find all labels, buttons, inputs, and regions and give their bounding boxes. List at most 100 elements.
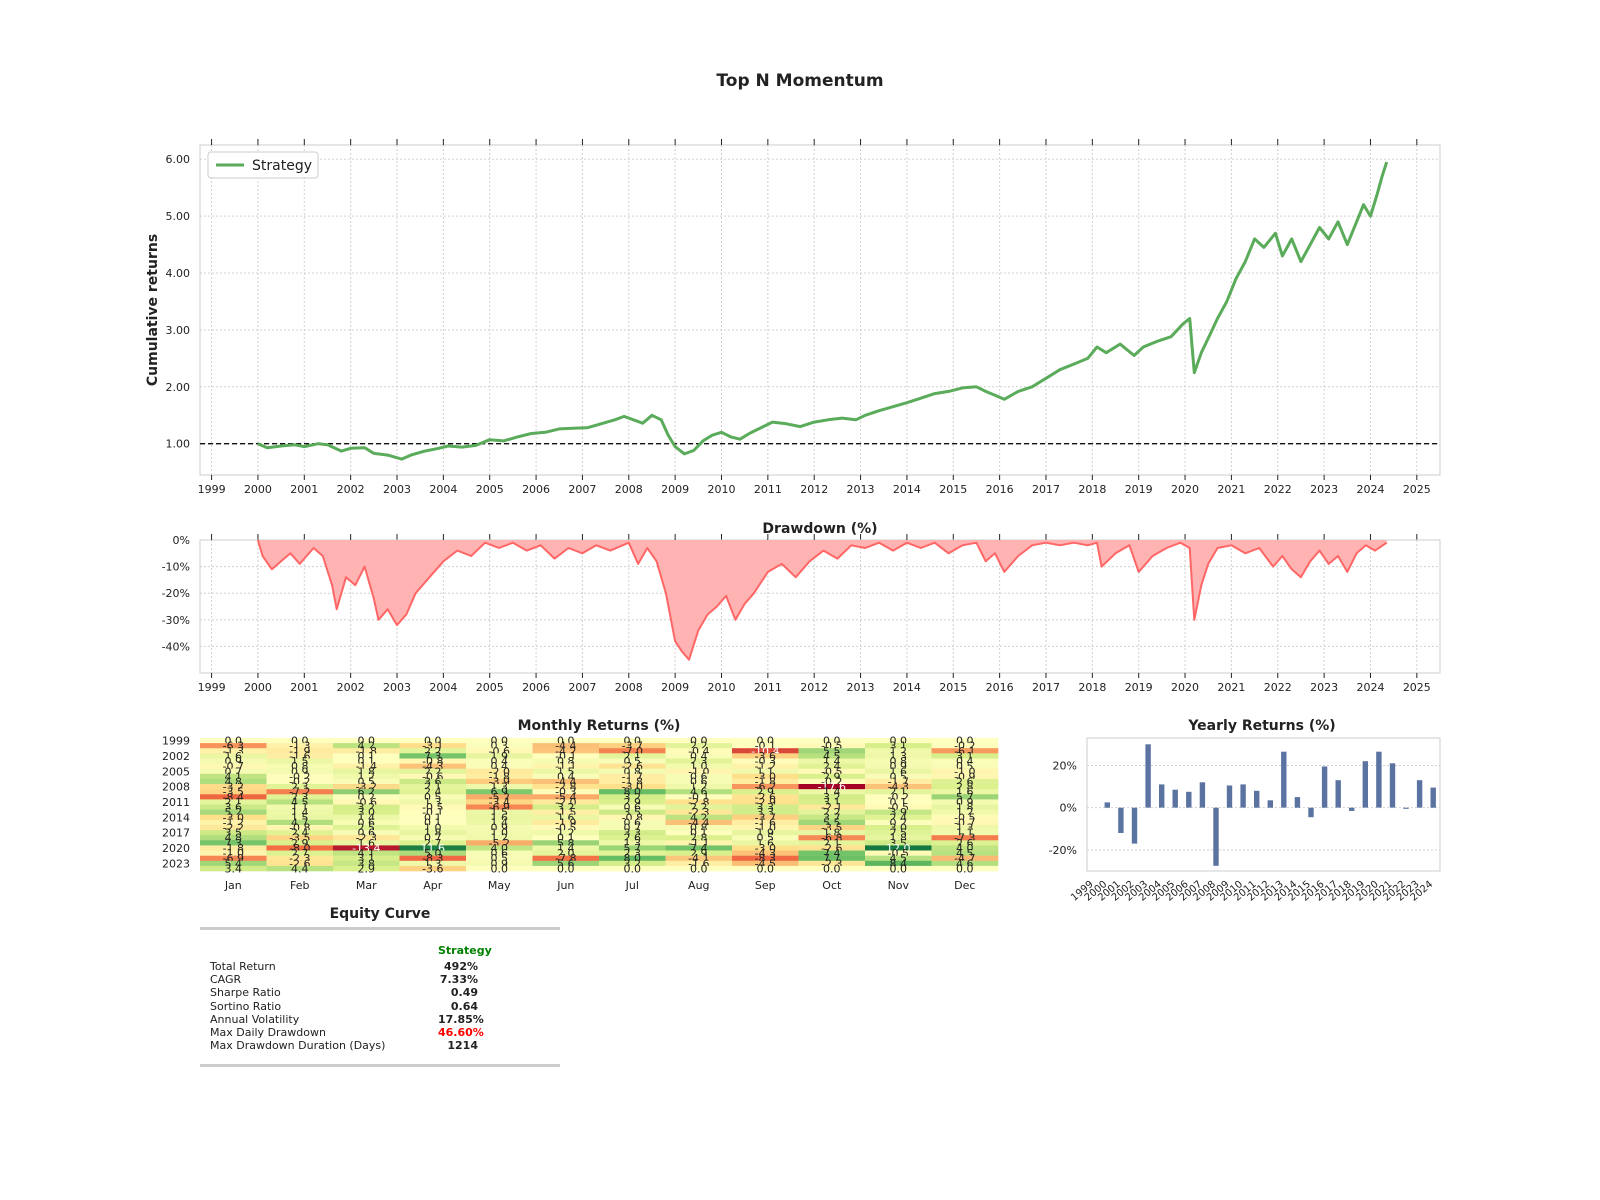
y-tick-label: 0% xyxy=(173,534,190,547)
heatmap-cell xyxy=(266,860,334,867)
heatmap-cell xyxy=(599,825,666,831)
heatmap-cell xyxy=(665,738,733,744)
x-tick-label: 2009 xyxy=(661,483,689,496)
heatmap-cell xyxy=(665,830,733,836)
heatmap-cell xyxy=(732,855,799,862)
heatmap-cell xyxy=(399,830,467,836)
heatmap-cell xyxy=(266,758,334,764)
heatmap-cell xyxy=(266,840,334,846)
heatmap-cell xyxy=(466,860,533,867)
legend-label: Strategy xyxy=(252,158,312,174)
heatmap-cell xyxy=(466,778,533,785)
heatmap-cell xyxy=(798,738,866,744)
heatmap-cell xyxy=(532,845,600,851)
cumulative-returns-chart: Cumulative returns 1999 2000 2001 2002 2003 2… xyxy=(145,139,1441,496)
heatmap-row-label: 2023 xyxy=(162,857,190,870)
heatmap-cell xyxy=(200,855,267,862)
heatmap-cell xyxy=(399,855,467,862)
stat-value: 46.60% xyxy=(438,1025,484,1039)
heatmap-cell xyxy=(399,743,467,749)
x-tick-label: 2016 xyxy=(986,681,1014,694)
heatmap-cell xyxy=(532,789,600,795)
heatmap-row-label: 2014 xyxy=(162,811,190,824)
x-tick-label: 2003 xyxy=(383,483,411,496)
heatmap-cell xyxy=(266,768,334,775)
heatmap-cell xyxy=(931,794,999,800)
heatmap-cell xyxy=(466,809,533,815)
heatmap-cell xyxy=(399,809,467,815)
heatmap-cell xyxy=(599,845,666,851)
stats-bottom-rule xyxy=(200,1064,560,1068)
heatmap-cell xyxy=(532,865,600,872)
heatmap-cell xyxy=(865,860,932,867)
heatmap-cell xyxy=(200,753,267,759)
heatmap-cell xyxy=(865,804,932,810)
heatmap-col-label: Feb xyxy=(290,879,309,892)
stats-top-rule xyxy=(200,927,560,930)
heatmap-cell xyxy=(200,865,267,872)
heatmap-cell xyxy=(665,794,733,800)
heatmap-cell xyxy=(266,819,334,826)
heatmap-cell xyxy=(200,825,267,831)
heatmap-cell xyxy=(266,835,334,841)
heatmap-cell xyxy=(599,865,666,872)
heatmap-cell xyxy=(931,768,999,775)
heatmap-cell xyxy=(931,743,999,749)
heatmap-cell xyxy=(333,865,400,872)
heatmap-cell xyxy=(466,773,533,780)
plot-frame xyxy=(199,144,1441,476)
x-tick-label: 2012 xyxy=(800,483,828,496)
heatmap-cell xyxy=(532,758,600,764)
drawdown-line xyxy=(256,539,1388,661)
stats-header-row: Strategy xyxy=(200,944,560,960)
heatmap-cell xyxy=(798,865,866,872)
y-tick-label: 6.00 xyxy=(166,153,191,166)
yearly-bar xyxy=(1389,763,1396,808)
heatmap-cell xyxy=(266,799,334,805)
x-tick-label: 2014 xyxy=(893,681,921,694)
heatmap-cell xyxy=(931,773,999,780)
x-tick-label: 2021 xyxy=(1217,681,1245,694)
x-tick-label: 2015 xyxy=(939,681,967,694)
stats-row: Max Drawdown Duration (Days) 1214 xyxy=(200,1039,560,1052)
yearly-bar xyxy=(1186,791,1192,808)
heatmap-value: 0.0 xyxy=(757,862,775,875)
heatmap-cell xyxy=(532,825,600,831)
heatmap-cell xyxy=(399,758,467,764)
heatmap-cell xyxy=(798,814,866,821)
heatmap-cell xyxy=(532,809,600,815)
heatmap-cell xyxy=(865,748,932,754)
heatmap-cell xyxy=(732,763,799,769)
heatmap-cell xyxy=(599,773,666,780)
heatmap-cell xyxy=(931,804,999,810)
heatmap-value: 0.0 xyxy=(823,862,841,875)
heatmap-cell xyxy=(399,860,467,867)
x-tick-label: 2010 xyxy=(707,483,735,496)
heatmap-cell xyxy=(665,799,733,805)
heatmap-cell xyxy=(599,753,666,759)
heatmap-cell xyxy=(333,860,400,867)
heatmap-cell xyxy=(931,784,999,790)
yearly-bar xyxy=(1403,807,1409,809)
x-tick-label: 2000 xyxy=(244,681,272,694)
heatmap-cell xyxy=(798,778,866,785)
yearly-bar xyxy=(1281,751,1287,808)
heatmap-cell xyxy=(200,789,267,795)
heatmap-cell xyxy=(931,809,999,815)
plot-frame xyxy=(1086,737,1441,872)
heatmap-cell xyxy=(200,835,267,841)
heatmap-cell xyxy=(798,809,866,815)
heatmap-cell xyxy=(798,743,866,749)
heatmap-cell xyxy=(931,799,999,805)
stats-title: Equity Curve xyxy=(329,906,431,922)
heatmap-cell xyxy=(333,753,400,759)
heatmap-cell xyxy=(399,840,467,846)
heatmap-cell xyxy=(798,804,866,810)
yearly-bar xyxy=(1118,807,1124,833)
heatmap-cell xyxy=(599,850,666,856)
heatmap-cell xyxy=(865,743,932,749)
y-tick-label: 20% xyxy=(1053,759,1077,772)
heatmap-cell xyxy=(599,784,666,790)
heatmap-cell xyxy=(665,763,733,769)
heatmap-cell xyxy=(865,814,932,821)
